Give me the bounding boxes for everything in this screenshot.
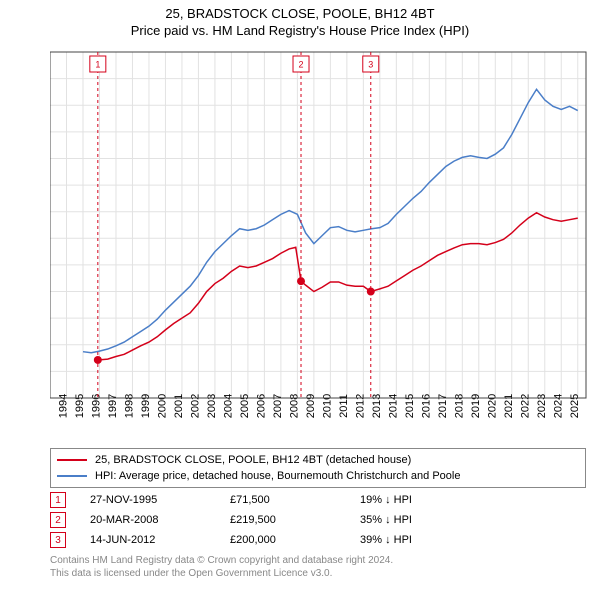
transactions-table: 1 27-NOV-1995£71,50019% ↓ HPI 2 20-MAR-2008… bbox=[50, 490, 586, 550]
legend-label: 25, BRADSTOCK CLOSE, POOLE, BH12 4BT (de… bbox=[95, 454, 411, 466]
footer-line2: This data is licensed under the Open Gov… bbox=[50, 567, 586, 580]
series-property bbox=[98, 213, 578, 360]
footer-line1: Contains HM Land Registry data © Crown c… bbox=[50, 554, 586, 567]
xtick-label: 2019 bbox=[470, 394, 482, 418]
xtick-label: 1998 bbox=[123, 394, 135, 418]
tx-date: 27-NOV-1995 bbox=[90, 494, 230, 506]
xtick-label: 2020 bbox=[486, 394, 498, 418]
xtick-label: 2017 bbox=[437, 394, 449, 418]
tx-diff: 39% ↓ HPI bbox=[360, 534, 412, 546]
tx-row: 1 27-NOV-1995£71,50019% ↓ HPI bbox=[50, 490, 586, 510]
legend-box: 25, BRADSTOCK CLOSE, POOLE, BH12 4BT (de… bbox=[50, 448, 586, 488]
tx-row: 2 20-MAR-2008£219,50035% ↓ HPI bbox=[50, 510, 586, 530]
xtick-label: 2009 bbox=[305, 394, 317, 418]
legend-label: HPI: Average price, detached house, Bour… bbox=[95, 470, 460, 482]
xtick-label: 2025 bbox=[569, 394, 581, 418]
xtick-label: 2016 bbox=[420, 394, 432, 418]
tx-diff: 35% ↓ HPI bbox=[360, 514, 412, 526]
xtick-label: 2006 bbox=[255, 394, 267, 418]
tx-marker-badge: 2 bbox=[299, 59, 304, 69]
xtick-label: 2021 bbox=[503, 394, 515, 418]
xtick-label: 2002 bbox=[189, 394, 201, 418]
tx-price: £200,000 bbox=[230, 534, 360, 546]
chart-area: £0£50K£100K£150K£200K£250K£300K£350K£400… bbox=[50, 48, 590, 428]
xtick-label: 2015 bbox=[404, 394, 416, 418]
tx-date: 20-MAR-2008 bbox=[90, 514, 230, 526]
chart-svg: £0£50K£100K£150K£200K£250K£300K£350K£400… bbox=[50, 48, 590, 428]
title-address: 25, BRADSTOCK CLOSE, POOLE, BH12 4BT bbox=[0, 6, 600, 23]
tx-badge: 3 bbox=[50, 532, 66, 548]
title-subtitle: Price paid vs. HM Land Registry's House … bbox=[0, 23, 600, 40]
xtick-label: 1997 bbox=[107, 394, 119, 418]
tx-marker-badge: 1 bbox=[95, 59, 100, 69]
xtick-label: 2013 bbox=[371, 394, 383, 418]
tx-diff: 19% ↓ HPI bbox=[360, 494, 412, 506]
legend-swatch bbox=[57, 475, 87, 477]
legend-row: 25, BRADSTOCK CLOSE, POOLE, BH12 4BT (de… bbox=[57, 452, 579, 468]
xtick-label: 1995 bbox=[74, 394, 86, 418]
xtick-label: 2012 bbox=[354, 394, 366, 418]
xtick-label: 2023 bbox=[536, 394, 548, 418]
tx-badge: 2 bbox=[50, 512, 66, 528]
xtick-label: 2005 bbox=[239, 394, 251, 418]
tx-price: £219,500 bbox=[230, 514, 360, 526]
footer-attribution: Contains HM Land Registry data © Crown c… bbox=[50, 554, 586, 580]
xtick-label: 2010 bbox=[321, 394, 333, 418]
legend-swatch bbox=[57, 459, 87, 461]
xtick-label: 2008 bbox=[288, 394, 300, 418]
title-block: 25, BRADSTOCK CLOSE, POOLE, BH12 4BT Pri… bbox=[0, 0, 600, 40]
xtick-label: 2004 bbox=[222, 394, 234, 418]
xtick-label: 1996 bbox=[90, 394, 102, 418]
xtick-label: 2007 bbox=[272, 394, 284, 418]
xtick-label: 2003 bbox=[206, 394, 218, 418]
tx-price: £71,500 bbox=[230, 494, 360, 506]
xtick-label: 1999 bbox=[140, 394, 152, 418]
xtick-label: 1994 bbox=[57, 394, 69, 418]
xtick-label: 2024 bbox=[552, 394, 564, 418]
xtick-label: 2022 bbox=[519, 394, 531, 418]
xtick-label: 2001 bbox=[173, 394, 185, 418]
xtick-label: 2000 bbox=[156, 394, 168, 418]
tx-date: 14-JUN-2012 bbox=[90, 534, 230, 546]
xtick-label: 2014 bbox=[387, 394, 399, 418]
legend-row: HPI: Average price, detached house, Bour… bbox=[57, 468, 579, 484]
chart-container: 25, BRADSTOCK CLOSE, POOLE, BH12 4BT Pri… bbox=[0, 0, 600, 590]
tx-marker-badge: 3 bbox=[368, 59, 373, 69]
xtick-label: 2018 bbox=[453, 394, 465, 418]
tx-badge: 1 bbox=[50, 492, 66, 508]
tx-row: 3 14-JUN-2012£200,00039% ↓ HPI bbox=[50, 530, 586, 550]
